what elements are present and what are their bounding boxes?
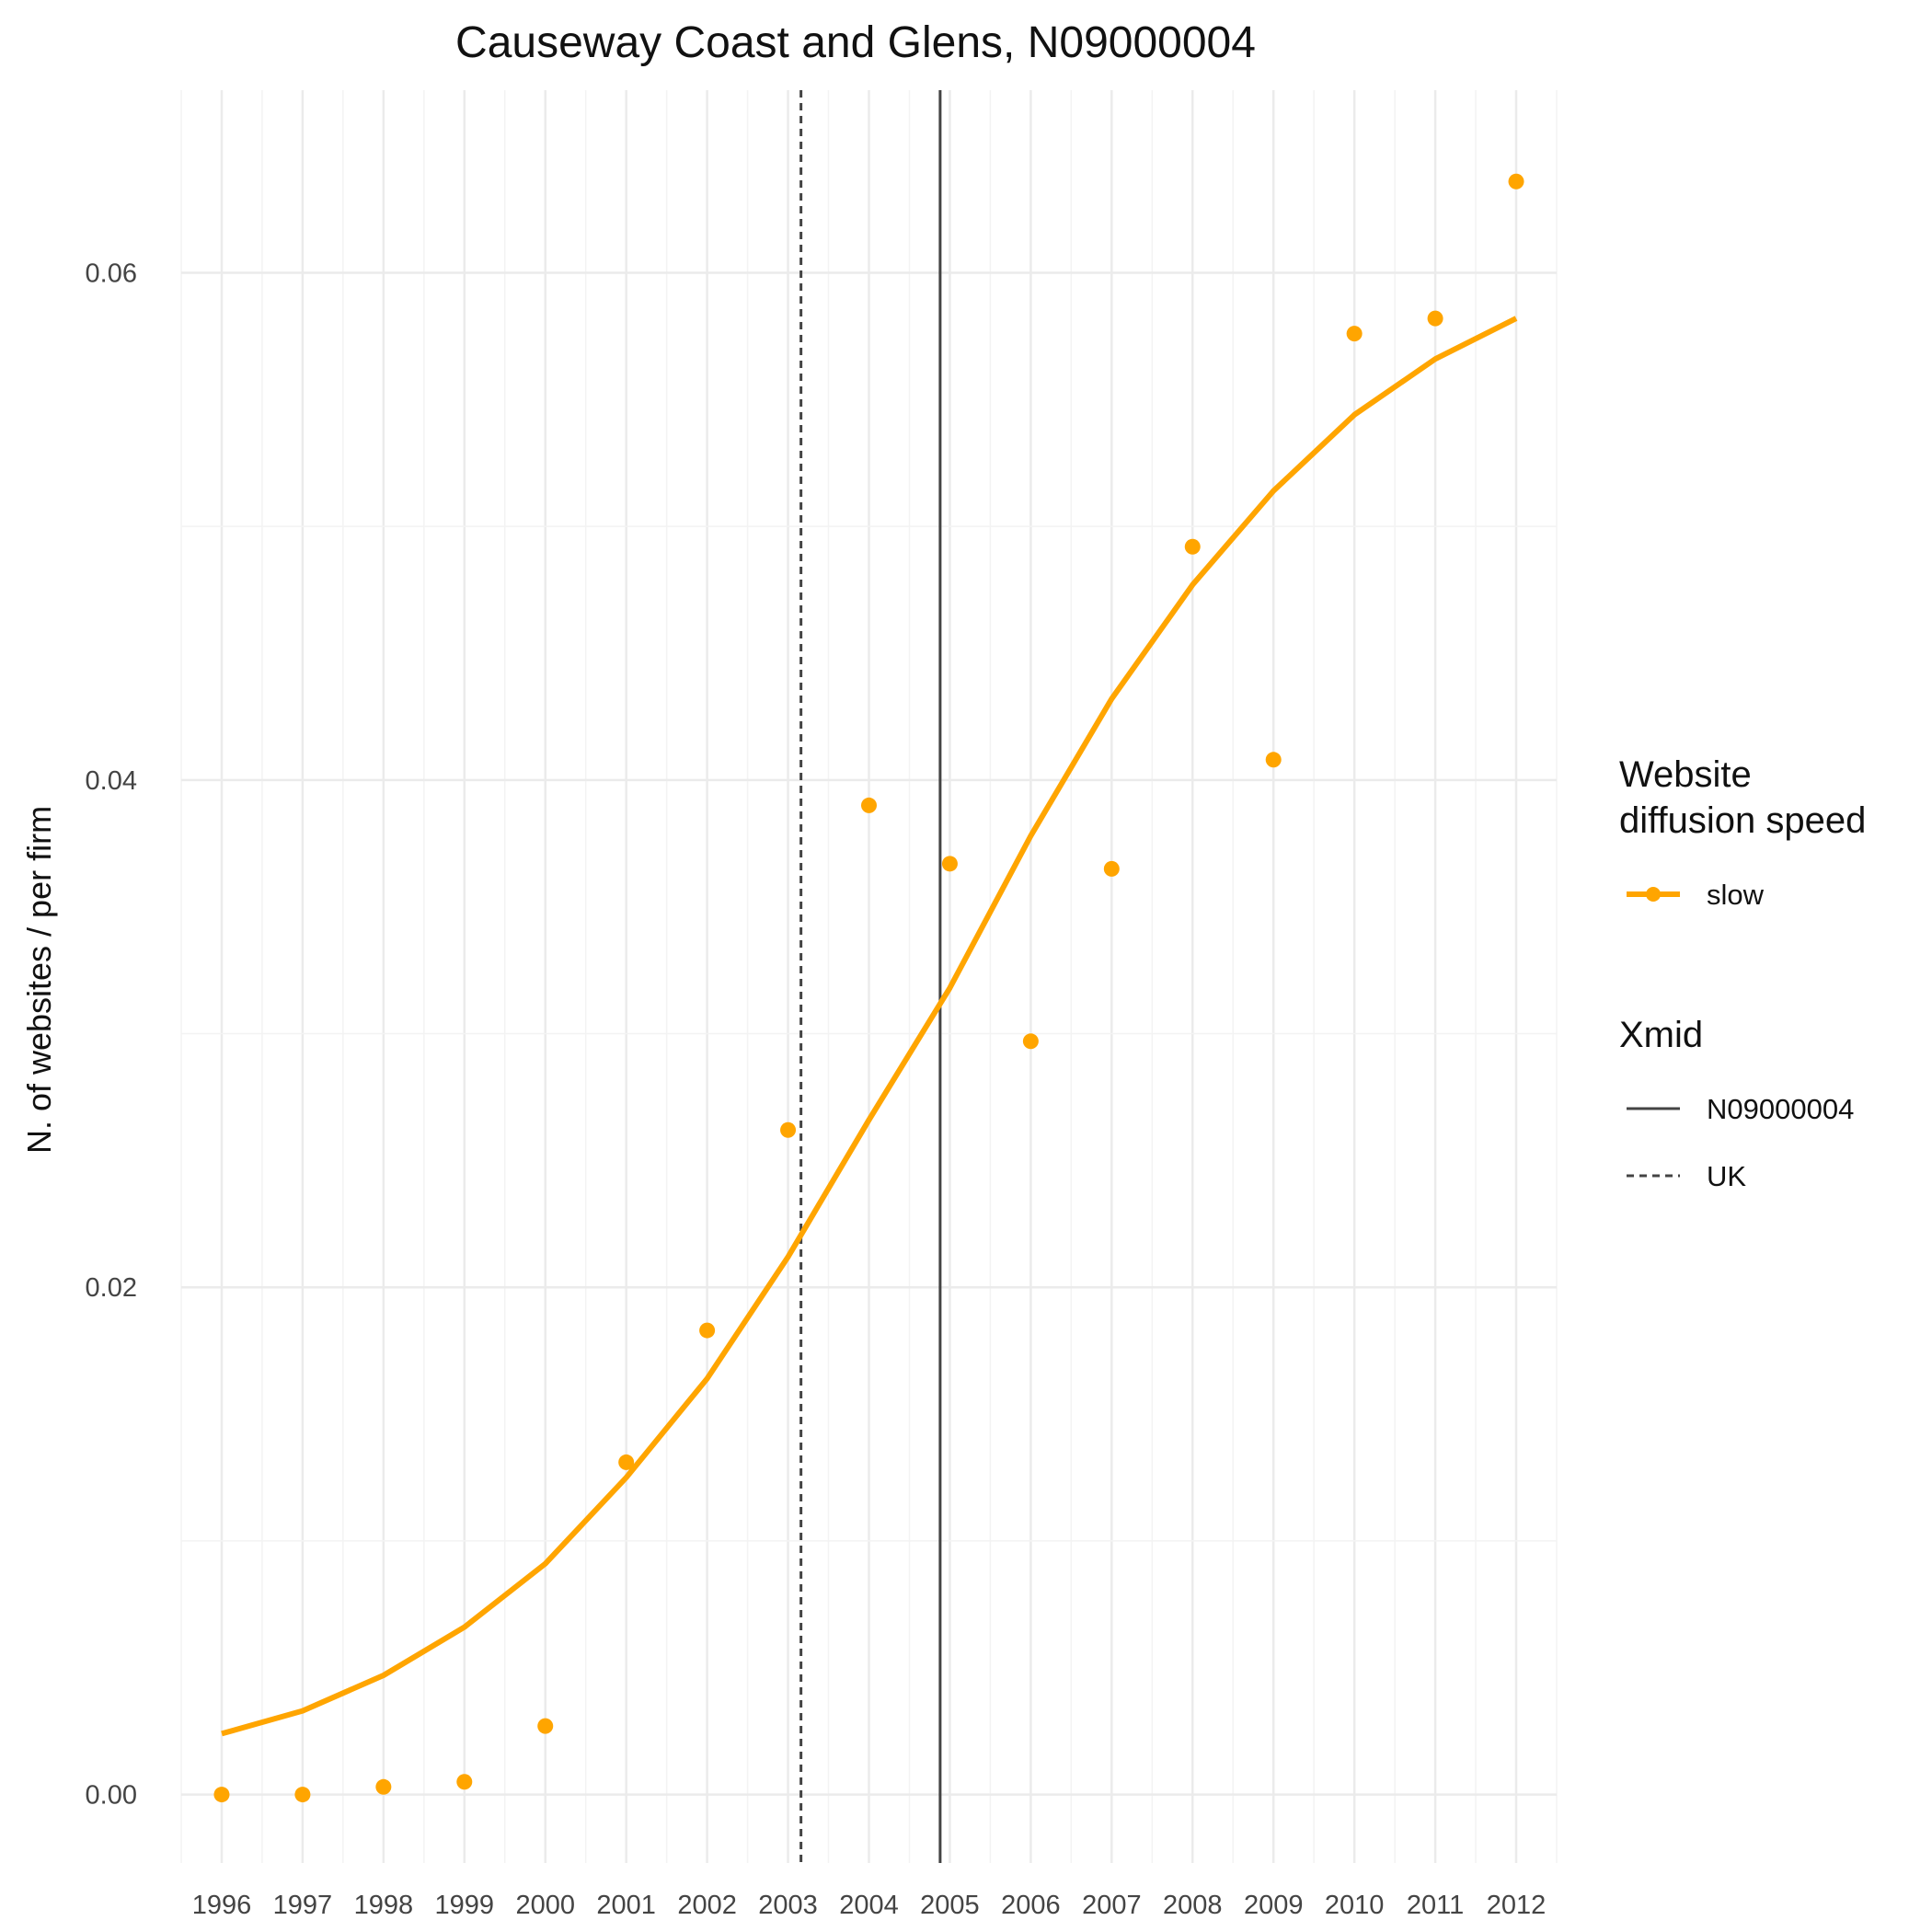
data-point-2010 xyxy=(1346,326,1363,342)
data-point-2012 xyxy=(1508,173,1524,190)
data-point-2003 xyxy=(780,1121,797,1138)
chart-title: Causeway Coast and Glens, N09000004 xyxy=(455,18,1256,67)
x-tick-label: 2008 xyxy=(1163,1891,1223,1920)
data-point-1996 xyxy=(213,1787,230,1803)
data-point-1998 xyxy=(375,1778,392,1795)
data-point-2000 xyxy=(537,1718,554,1734)
y-tick-label: 0.06 xyxy=(86,259,137,288)
x-tick-label: 2004 xyxy=(839,1891,899,1920)
x-tick-label: 2012 xyxy=(1487,1891,1547,1920)
y-tick-label: 0.04 xyxy=(86,766,137,796)
data-point-2007 xyxy=(1103,860,1120,877)
legend-label-n09000004: N09000004 xyxy=(1707,1093,1854,1125)
data-point-2001 xyxy=(618,1454,635,1470)
x-tick-label: 2005 xyxy=(920,1891,980,1920)
data-point-2002 xyxy=(699,1322,716,1339)
x-tick-label: 1999 xyxy=(435,1891,495,1920)
data-point-2009 xyxy=(1265,752,1282,768)
data-point-2004 xyxy=(861,797,877,813)
legend-label-uk: UK xyxy=(1707,1160,1746,1192)
x-tick-label: 2000 xyxy=(515,1891,575,1920)
data-point-2011 xyxy=(1427,310,1443,327)
data-point-2006 xyxy=(1022,1033,1039,1050)
x-tick-label: 2010 xyxy=(1325,1891,1385,1920)
reference-lines xyxy=(799,90,942,1863)
x-tick-label: 1998 xyxy=(354,1891,414,1920)
x-tick-label: 2011 xyxy=(1407,1891,1464,1920)
data-point-1997 xyxy=(294,1787,311,1803)
x-tick-label: 2007 xyxy=(1082,1891,1142,1920)
x-tick-label: 2002 xyxy=(677,1891,737,1920)
data-point-1999 xyxy=(456,1774,473,1790)
legend-title-xmid: Xmid xyxy=(1619,1015,1703,1055)
legend-swatch-slow-point xyxy=(1646,887,1661,902)
data-point-2005 xyxy=(941,856,958,872)
y-tick-label: 0.02 xyxy=(86,1273,137,1303)
legend-title-speed-line2: diffusion speed xyxy=(1619,800,1866,841)
x-tick-label: 2003 xyxy=(758,1891,818,1920)
data-points xyxy=(213,173,1524,1803)
x-tick-label: 1997 xyxy=(273,1891,333,1920)
x-tick-label: 2006 xyxy=(1001,1891,1061,1920)
series-slow-fit-line xyxy=(221,316,1518,1737)
axes: 1996 1997 1998 1999 2000 2001 2002 2003 2004 2005… xyxy=(86,259,1547,1920)
legend: Website diffusion speed slow Xmid N09000… xyxy=(1619,754,1866,1192)
fit-line xyxy=(221,316,1518,1737)
y-tick-label: 0.00 xyxy=(86,1781,137,1811)
x-tick-label: 2001 xyxy=(596,1891,656,1920)
grid xyxy=(180,90,1558,1863)
y-axis-label: N. of websites / per firm xyxy=(20,806,58,1154)
legend-label-slow: slow xyxy=(1707,879,1765,911)
x-tick-label: 1996 xyxy=(192,1891,252,1920)
legend-title-speed-line1: Website xyxy=(1619,754,1752,795)
data-point-2008 xyxy=(1184,538,1201,555)
x-tick-label: 2009 xyxy=(1244,1891,1304,1920)
